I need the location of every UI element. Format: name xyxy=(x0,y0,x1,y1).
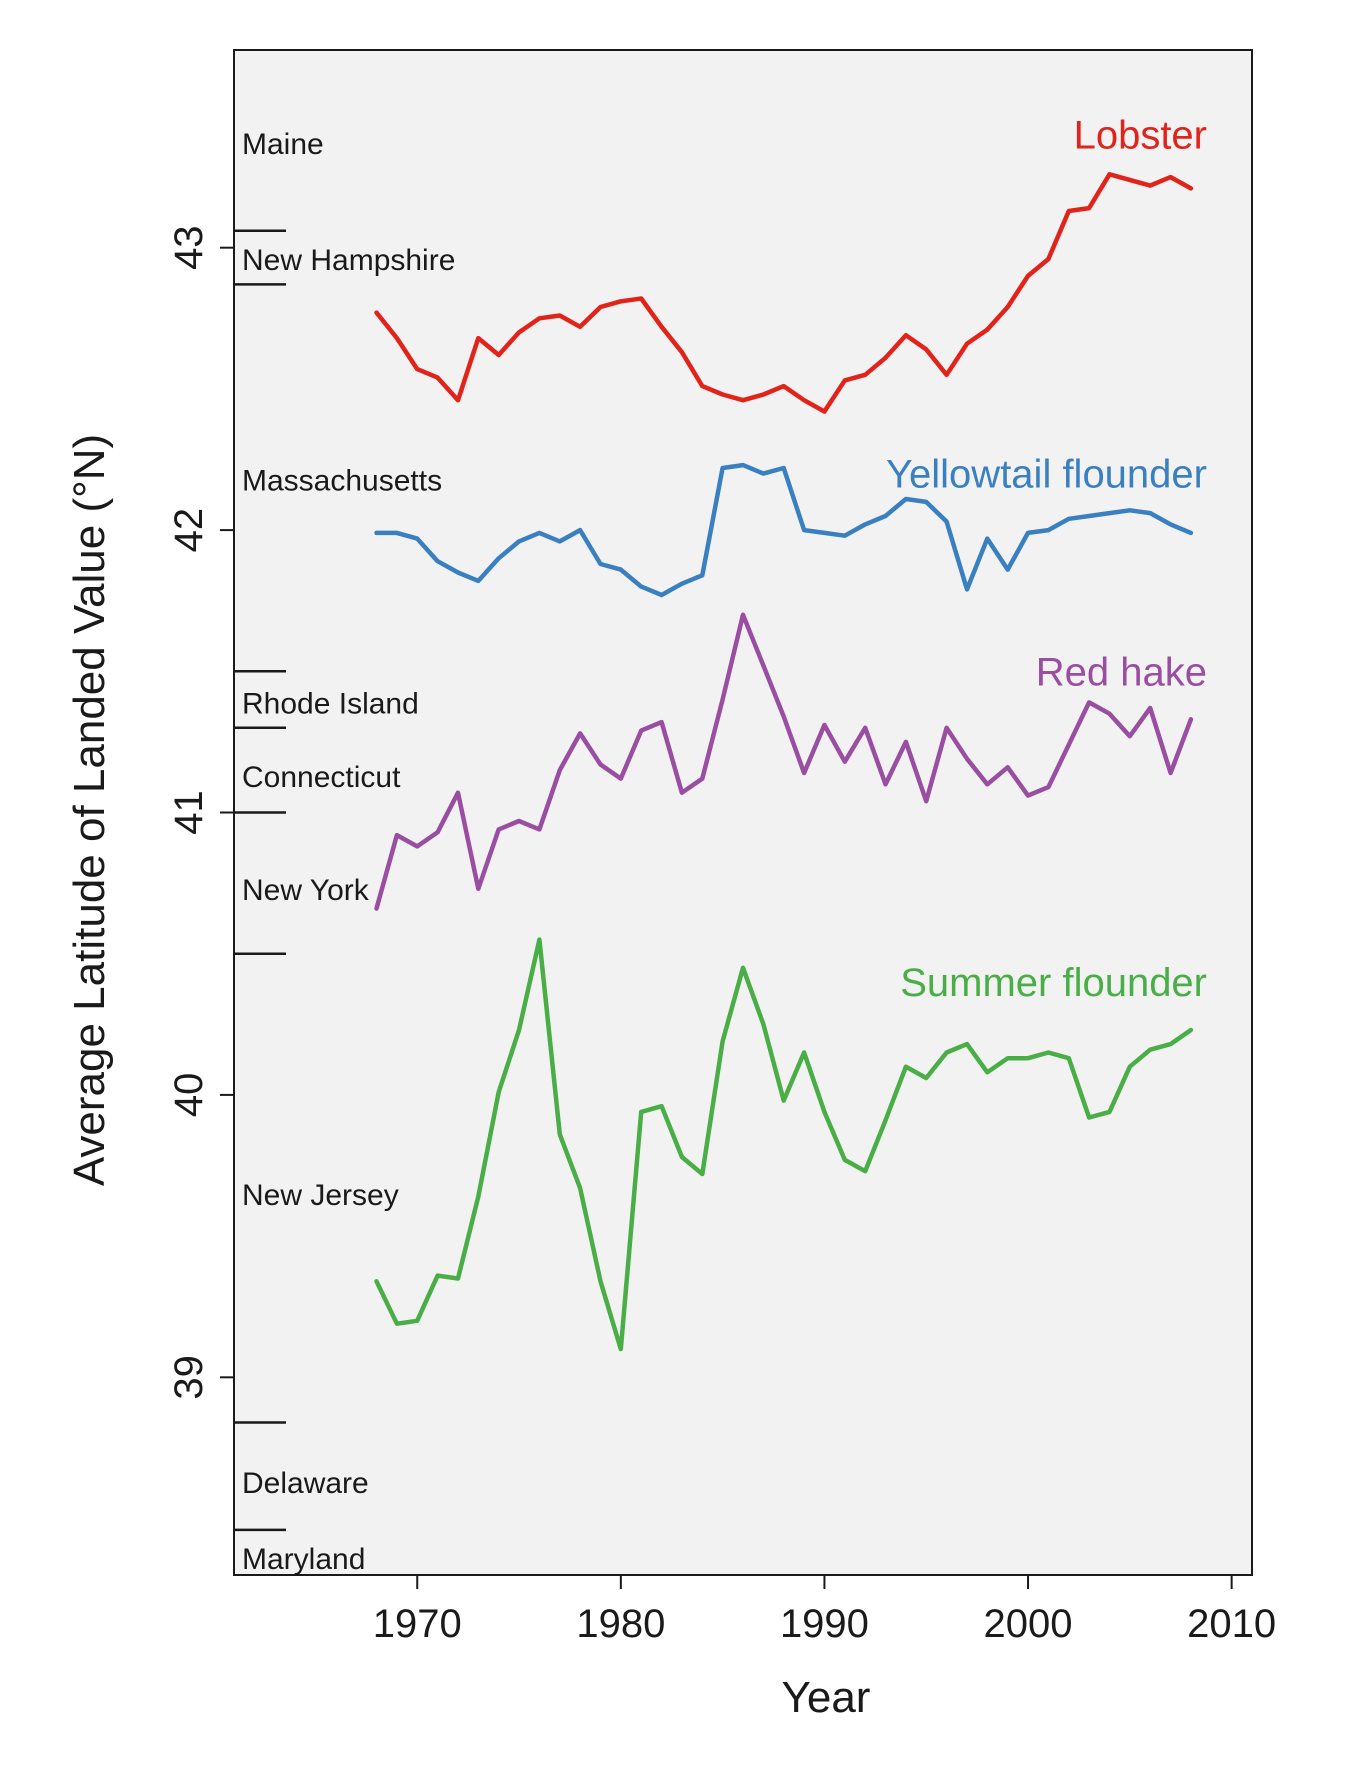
state-label: Connecticut xyxy=(242,761,401,794)
series-line xyxy=(374,462,1194,598)
x-tick-label: 1990 xyxy=(780,1602,869,1646)
series-label: Red hake xyxy=(1036,650,1207,694)
x-axis-title: Year xyxy=(782,1673,871,1722)
state-label: Delaware xyxy=(242,1467,369,1500)
plot-background xyxy=(233,49,1253,1576)
series-label: Lobster xyxy=(1074,114,1207,158)
state-label: New Hampshire xyxy=(242,244,455,277)
x-tick-label: 1970 xyxy=(373,1602,462,1646)
y-tick-label: 39 xyxy=(167,1355,211,1400)
x-tick-label: 2010 xyxy=(1187,1602,1276,1646)
axes: 1970 1980 1990 2000 2010 39 40 41 42 43 xyxy=(167,225,1276,1646)
y-tick-label: 42 xyxy=(167,508,211,553)
y-axis-title: Average Latitude of Landed Value (°N) xyxy=(65,434,114,1186)
state-label: Maine xyxy=(242,128,324,161)
series-line xyxy=(374,172,1194,414)
series-label: Summer flounder xyxy=(900,961,1207,1005)
state-boundaries: Maine New Hampshire Massachusetts Rhode Isl… xyxy=(234,128,455,1576)
state-label: Maryland xyxy=(242,1543,365,1576)
y-tick-label: 40 xyxy=(167,1073,211,1118)
state-label: Rhode Island xyxy=(242,687,419,720)
x-tick-label: 1980 xyxy=(576,1602,665,1646)
y-tick-label: 43 xyxy=(167,225,211,270)
y-tick-label: 41 xyxy=(167,790,211,835)
series-line xyxy=(374,612,1194,911)
state-label: New Jersey xyxy=(242,1179,399,1212)
state-label: Massachusetts xyxy=(242,464,442,497)
series-line xyxy=(374,937,1194,1352)
series-label: Yellowtail flounder xyxy=(886,453,1207,497)
state-label: New York xyxy=(242,874,370,907)
x-tick-label: 2000 xyxy=(984,1602,1073,1646)
series-lines: Lobster Yellowtail flounder Red hake Summer… xyxy=(374,114,1207,1352)
